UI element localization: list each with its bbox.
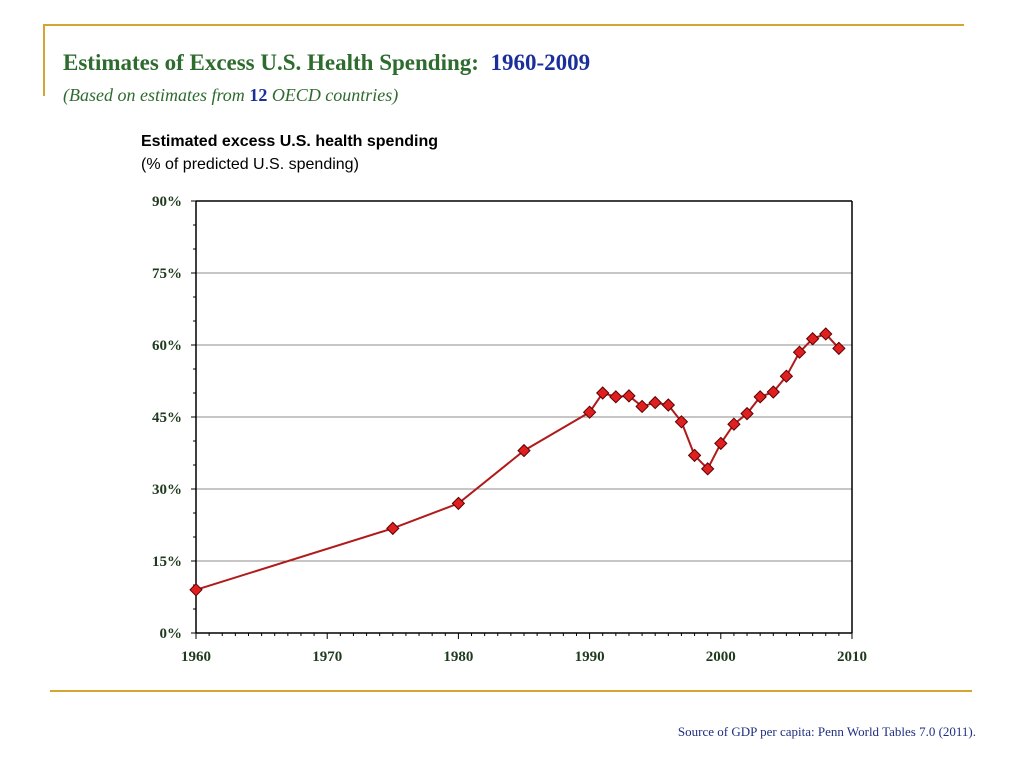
x-tick-label: 1960: [181, 649, 211, 665]
data-point-1995: [648, 395, 662, 410]
data-point-1960: [189, 583, 203, 597]
data-point-2002: [740, 406, 754, 421]
data-point-2009: [832, 341, 846, 356]
y-tick-labels: 0% 15% 30% 45% 60% 75% 90%: [152, 194, 182, 642]
data-point-1999: [700, 462, 715, 476]
frame-bottom-border: [50, 690, 972, 692]
data-point-2006: [792, 345, 807, 359]
slide-title-main: Estimates of Excess U.S. Health Spending…: [63, 50, 479, 75]
data-point-1991: [596, 386, 610, 400]
data-point-1997: [674, 415, 689, 429]
chart-title: Estimated excess U.S. health spending: [141, 133, 438, 150]
x-tick-labels: 1960 1970 1980 1990 2000 2010: [181, 649, 867, 665]
data-point-2000: [714, 436, 728, 451]
slide-title: Estimates of Excess U.S. Health Spending…: [63, 50, 590, 76]
chart-subtitle: (% of predicted U.S. spending): [141, 156, 359, 173]
data-point-1998: [687, 448, 702, 463]
data-point-1992: [609, 390, 623, 404]
slide-subtitle: (Based on estimates from 12 OECD countri…: [63, 85, 398, 106]
x-tick-label: 1990: [575, 649, 605, 665]
x-tick-label: 1980: [443, 649, 473, 665]
source-note: Source of GDP per capita: Penn World Tab…: [677, 724, 976, 739]
data-point-2005: [779, 369, 794, 383]
frame-top-border: [43, 24, 964, 26]
data-point-2001: [727, 417, 741, 431]
x-tick-label: 2010: [837, 649, 867, 665]
y-tick-label: 90%: [152, 194, 182, 210]
data-point-1994: [635, 399, 649, 414]
x-tick-label: 1970: [312, 649, 342, 665]
y-tick-label: 0%: [160, 626, 183, 642]
y-tick-label: 15%: [152, 554, 182, 570]
slide-subtitle-number: 12: [249, 85, 268, 105]
y-tick-label: 75%: [152, 266, 182, 282]
y-tick-label: 30%: [152, 482, 182, 498]
tick-marks: [191, 200, 853, 639]
x-tick-label: 2000: [706, 649, 736, 665]
data-point-1996: [661, 398, 676, 412]
data-point-2008: [819, 327, 833, 341]
data-point-2004: [766, 385, 780, 399]
data-point-1993: [622, 389, 636, 403]
y-tick-label: 45%: [152, 410, 182, 426]
y-tick-label: 60%: [152, 338, 182, 354]
slide-subtitle-post: OECD countries): [267, 85, 399, 105]
slide-title-years: 1960-2009: [490, 50, 591, 75]
frame-left-border: [43, 24, 45, 96]
slide-subtitle-pre: (Based on estimates from: [63, 85, 250, 105]
data-point-2003: [753, 390, 767, 404]
series: [189, 327, 846, 597]
data-point-1975: [386, 521, 400, 536]
data-point-2007: [805, 332, 820, 346]
data-point-1990: [582, 405, 597, 419]
data-point-1985: [517, 443, 531, 458]
data-point-1980: [451, 496, 466, 511]
